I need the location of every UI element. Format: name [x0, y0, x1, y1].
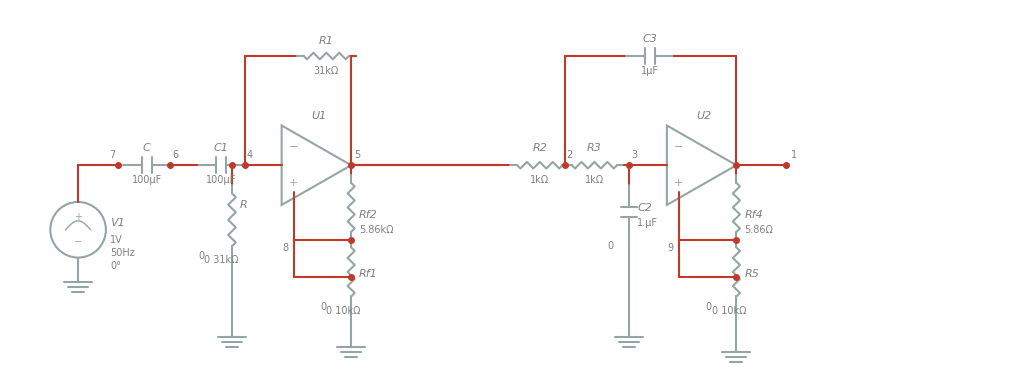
Text: 1kΩ: 1kΩ — [530, 175, 549, 185]
Text: +: + — [289, 178, 298, 188]
Text: −: − — [289, 142, 298, 152]
Text: 0: 0 — [321, 302, 327, 312]
Text: 2: 2 — [566, 150, 572, 160]
Text: 100μF: 100μF — [131, 175, 162, 185]
Text: 5.86Ω: 5.86Ω — [744, 225, 773, 235]
Text: 100μF: 100μF — [206, 175, 237, 185]
Text: Rf4: Rf4 — [744, 210, 763, 220]
Text: 31kΩ: 31kΩ — [313, 66, 339, 76]
Text: −: − — [674, 142, 683, 152]
Text: 7: 7 — [110, 150, 116, 160]
Text: C: C — [142, 143, 151, 153]
Text: 3: 3 — [631, 150, 637, 160]
Text: 1kΩ: 1kΩ — [585, 175, 604, 185]
Text: R3: R3 — [587, 143, 602, 153]
Text: U1: U1 — [311, 111, 327, 120]
Text: R1: R1 — [318, 36, 334, 46]
Text: +: + — [674, 178, 683, 188]
Text: 1μF: 1μF — [641, 66, 659, 76]
Text: +: + — [74, 212, 82, 222]
Text: 0 10kΩ: 0 10kΩ — [712, 306, 746, 316]
Text: 1V: 1V — [110, 235, 123, 245]
Text: C3: C3 — [643, 34, 657, 44]
Text: 6: 6 — [172, 150, 178, 160]
Text: 5: 5 — [354, 150, 360, 160]
Text: Rf2: Rf2 — [359, 210, 378, 220]
Text: 0: 0 — [607, 241, 613, 251]
Text: 1.μF: 1.μF — [637, 218, 658, 228]
Text: 50Hz: 50Hz — [110, 248, 134, 258]
Text: U2: U2 — [696, 111, 712, 120]
Text: Rf1: Rf1 — [359, 269, 378, 280]
Text: C2: C2 — [637, 203, 652, 213]
Text: C1: C1 — [214, 143, 228, 153]
Text: −: − — [74, 237, 82, 247]
Text: 4: 4 — [247, 150, 253, 160]
Text: R2: R2 — [532, 143, 547, 153]
Text: 0 10kΩ: 0 10kΩ — [327, 306, 360, 316]
Text: 0: 0 — [198, 251, 204, 261]
Text: V1: V1 — [110, 218, 125, 228]
Text: R5: R5 — [744, 269, 759, 280]
Text: 0°: 0° — [110, 260, 121, 271]
Text: 1: 1 — [791, 150, 797, 160]
Text: 0 31kΩ: 0 31kΩ — [204, 255, 239, 265]
Text: 8: 8 — [283, 243, 289, 253]
Text: 5.86kΩ: 5.86kΩ — [359, 225, 393, 235]
Text: R: R — [240, 200, 248, 210]
Text: 0: 0 — [706, 302, 712, 312]
Text: 9: 9 — [668, 243, 674, 253]
